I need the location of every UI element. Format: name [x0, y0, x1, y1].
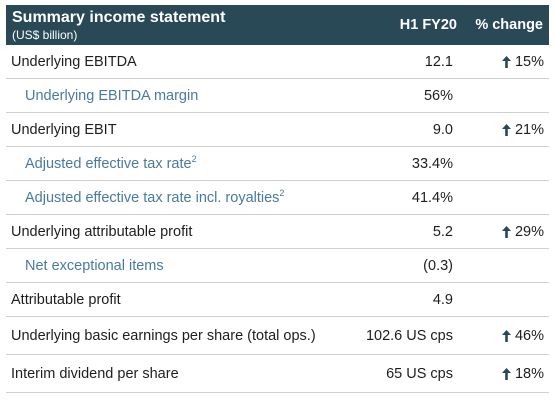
row-label: Interim dividend per share	[11, 366, 179, 382]
column-header-period: H1 FY20	[399, 17, 457, 33]
arrow-up-icon	[501, 329, 511, 342]
row-label: Attributable profit	[11, 292, 121, 308]
table-row: Underlying EBIT 9.0 21%	[6, 113, 549, 147]
summary-income-table: Summary income statement (US$ billion) H…	[6, 5, 549, 393]
table-row: Underlying basic earnings per share (tot…	[6, 317, 549, 355]
row-value: 33.4%	[411, 155, 453, 172]
row-label-text: Underlying attributable profit	[11, 223, 193, 240]
row-label-text: Net exceptional items	[25, 257, 164, 274]
row-label: Adjusted effective tax rate incl. royalt…	[25, 187, 285, 206]
row-change: 29%	[501, 223, 544, 240]
row-change: 21%	[501, 121, 544, 138]
row-label: Underlying basic earnings per share (tot…	[11, 328, 316, 344]
table-row: Adjusted effective tax rate2 33.4%	[6, 147, 549, 181]
row-value: 5.2	[432, 223, 453, 240]
row-change-value: 29%	[514, 223, 544, 240]
arrow-up-icon	[501, 123, 511, 136]
row-label: Net exceptional items	[25, 258, 164, 274]
row-label-text: Attributable profit	[11, 291, 121, 308]
table-title: Summary income statement	[12, 9, 226, 26]
row-change-value: 21%	[514, 121, 544, 138]
column-header-change: % change	[475, 17, 543, 33]
row-value: 102.6 US cps	[365, 327, 453, 344]
footnote-marker: 2	[191, 153, 197, 164]
table-row: Underlying EBITDA 12.1 15%	[6, 45, 549, 79]
arrow-up-icon	[501, 225, 511, 238]
row-value: (0.3)	[423, 257, 453, 274]
row-change-value: 18%	[514, 365, 544, 382]
footnote-marker: 2	[279, 187, 285, 198]
row-label-text: Interim dividend per share	[11, 365, 179, 382]
row-label: Underlying EBIT	[11, 122, 117, 138]
table-header: Summary income statement (US$ billion) H…	[6, 5, 549, 45]
table-body: Underlying EBITDA 12.1 15% Underlying EBITD…	[6, 45, 549, 393]
row-change: 46%	[501, 327, 544, 344]
row-label-text: Adjusted effective tax rate incl. royalt…	[25, 189, 280, 206]
row-change: 15%	[501, 53, 544, 70]
row-value: 9.0	[432, 121, 453, 138]
row-label: Underlying attributable profit	[11, 224, 192, 240]
row-label-text: Adjusted effective tax rate	[25, 155, 192, 172]
row-label-text: Underlying EBITDA margin	[25, 87, 199, 104]
row-label-text: Underlying basic earnings per share (tot…	[11, 327, 316, 344]
arrow-up-icon	[501, 367, 511, 380]
table-subtitle: (US$ billion)	[12, 28, 78, 42]
table-row: Interim dividend per share 65 US cps 18%	[6, 355, 549, 393]
arrow-up-icon	[501, 55, 511, 68]
row-value: 41.4%	[411, 189, 453, 206]
row-change-value: 15%	[514, 53, 544, 70]
row-label: Underlying EBITDA margin	[25, 88, 198, 104]
row-change-value: 46%	[514, 327, 544, 344]
row-change: 18%	[501, 365, 544, 382]
row-value: 12.1	[424, 53, 453, 70]
row-value: 65 US cps	[386, 365, 453, 382]
row-value: 4.9	[432, 291, 453, 308]
row-value: 56%	[423, 87, 453, 104]
table-row: Net exceptional items (0.3)	[6, 249, 549, 283]
table-row: Adjusted effective tax rate incl. royalt…	[6, 181, 549, 215]
row-label: Underlying EBITDA	[11, 54, 137, 70]
row-label-text: Underlying EBIT	[11, 121, 117, 138]
table-row: Underlying EBITDA margin 56%	[6, 79, 549, 113]
table-row: Attributable profit 4.9	[6, 283, 549, 317]
row-label: Adjusted effective tax rate2	[25, 153, 197, 172]
table-row: Underlying attributable profit 5.2 29%	[6, 215, 549, 249]
row-label-text: Underlying EBITDA	[11, 53, 137, 70]
